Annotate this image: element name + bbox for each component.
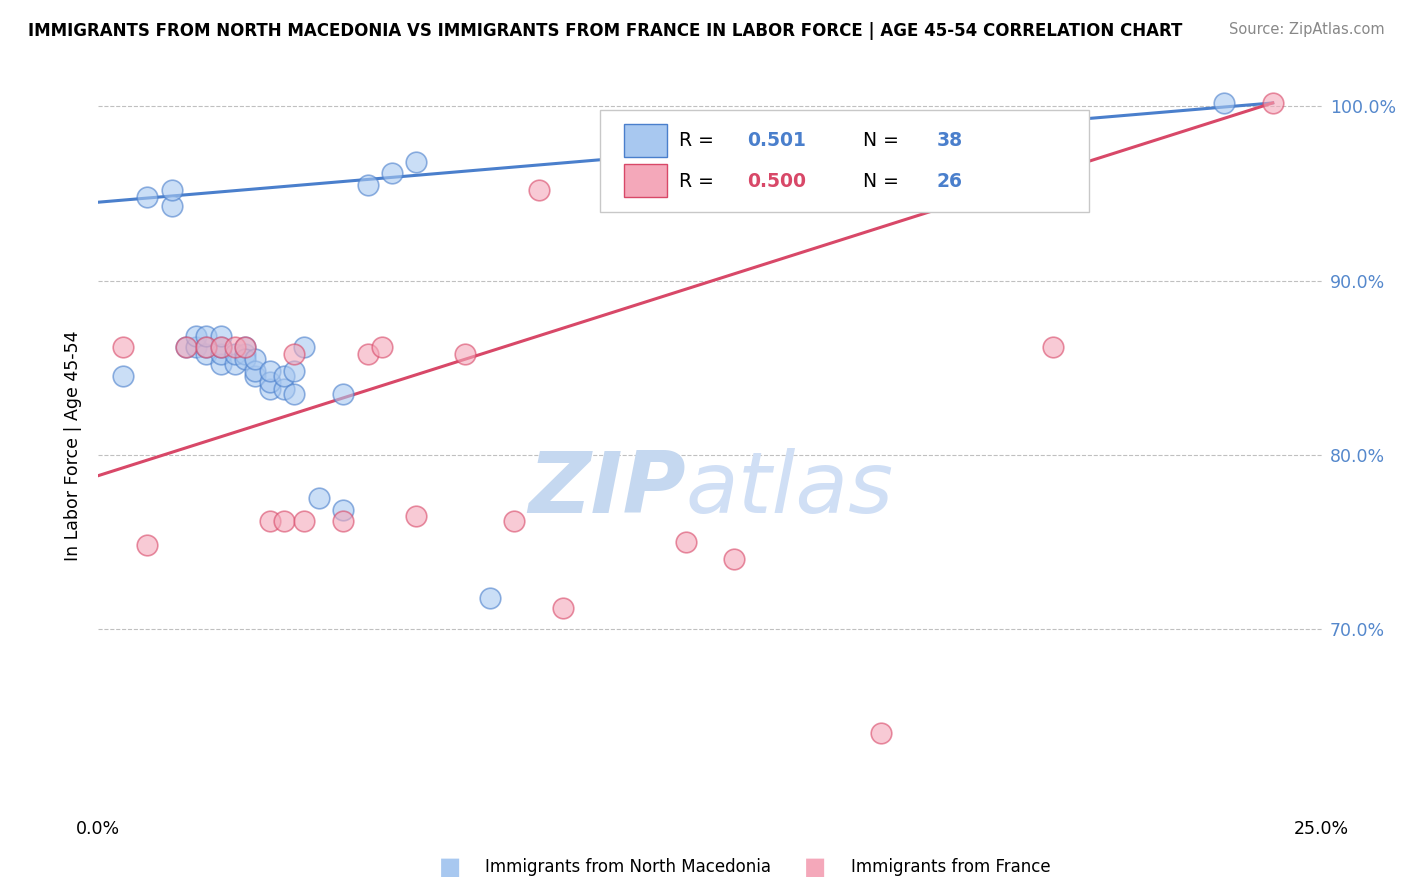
Point [186,329,208,343]
Point [1212,95,1234,110]
Point [224,340,246,354]
Point [273,514,295,528]
Point [381,165,404,179]
Point [160,199,183,213]
Point [233,351,256,366]
Point [553,601,575,615]
Point [675,534,697,549]
Text: R =: R = [679,131,720,150]
Text: R =: R = [679,172,720,191]
Text: IMMIGRANTS FROM NORTH MACEDONIA VS IMMIGRANTS FROM FRANCE IN LABOR FORCE | AGE 4: IMMIGRANTS FROM NORTH MACEDONIA VS IMMIG… [28,22,1182,40]
Point [224,357,246,371]
Point [111,369,134,384]
Point [209,329,232,343]
Point [503,514,526,528]
Text: N =: N = [863,131,905,150]
Point [111,340,134,354]
Text: Source: ZipAtlas.com: Source: ZipAtlas.com [1229,22,1385,37]
Point [283,347,305,361]
Point [195,340,218,354]
Text: 38: 38 [936,131,963,150]
Point [1261,95,1284,110]
Text: 0.500: 0.500 [747,172,806,191]
Point [283,386,305,401]
Point [209,357,232,371]
Point [371,340,394,354]
Point [195,329,218,343]
Point [195,340,218,354]
Point [243,369,266,384]
Point [332,503,354,517]
Point [233,340,256,354]
Point [259,375,281,389]
Point [176,340,198,354]
Point [332,386,354,401]
Point [356,347,378,361]
Point [292,340,315,354]
Y-axis label: In Labor Force | Age 45-54: In Labor Force | Age 45-54 [65,331,83,561]
Text: N =: N = [863,172,905,191]
Point [1042,340,1064,354]
Text: 26: 26 [936,172,962,191]
Point [209,347,232,361]
Point [273,369,295,384]
Point [870,726,893,740]
Point [527,183,550,197]
Point [233,347,256,361]
Point [283,364,305,378]
Point [259,514,281,528]
Point [195,347,218,361]
Point [186,340,208,354]
Point [454,347,477,361]
Point [797,165,820,179]
FancyBboxPatch shape [600,110,1090,212]
Point [243,351,266,366]
Text: Immigrants from North Macedonia: Immigrants from North Macedonia [485,858,770,876]
Text: 0.501: 0.501 [747,131,806,150]
Point [209,340,232,354]
Text: Immigrants from France: Immigrants from France [851,858,1050,876]
Point [243,364,266,378]
Point [308,491,330,506]
Point [259,382,281,396]
Point [723,552,745,566]
Point [233,340,256,354]
Point [160,183,183,197]
Point [259,364,281,378]
Point [478,591,501,605]
Text: ■: ■ [804,855,827,879]
Text: ZIP: ZIP [527,449,686,532]
Text: ■: ■ [439,855,461,879]
FancyBboxPatch shape [624,164,668,197]
FancyBboxPatch shape [624,124,668,157]
Point [332,514,354,528]
Point [136,190,159,204]
Point [356,178,378,192]
Point [405,155,427,169]
Point [209,340,232,354]
Point [136,538,159,552]
Text: atlas: atlas [686,449,894,532]
Point [405,508,427,523]
Point [224,347,246,361]
Point [292,514,315,528]
Point [176,340,198,354]
Point [273,382,295,396]
